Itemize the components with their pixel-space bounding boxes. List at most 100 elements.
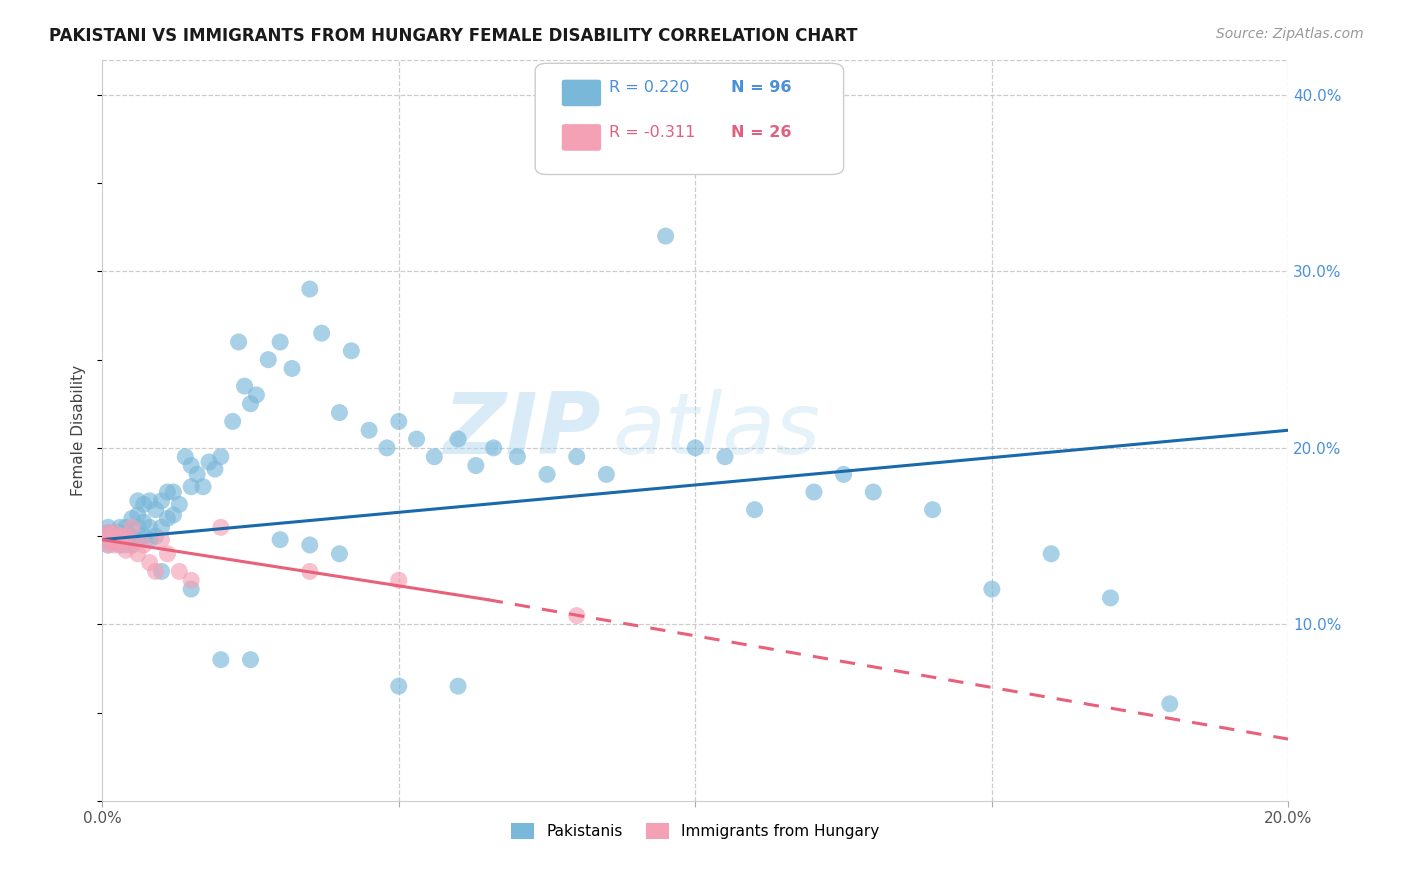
Point (180, 582, 202, 596)
Point (97, 529, 120, 543)
Point (803, 485, 825, 500)
Text: PAKISTANI VS IMMIGRANTS FROM HUNGARY FEMALE DISABILITY CORRELATION CHART: PAKISTANI VS IMMIGRANTS FROM HUNGARY FEM… (49, 27, 858, 45)
Point (97, 538, 120, 552)
Point (328, 547, 350, 561)
Point (209, 520, 232, 534)
Point (103, 538, 125, 552)
Point (228, 334, 250, 349)
Point (447, 679, 470, 693)
Point (127, 533, 149, 547)
Point (328, 406, 350, 420)
Point (447, 432, 470, 446)
Point (121, 520, 143, 534)
Text: N = 96: N = 96 (731, 80, 792, 95)
Y-axis label: Female Disability: Female Disability (72, 365, 86, 496)
Text: atlas: atlas (612, 389, 820, 472)
Point (565, 450, 588, 464)
FancyBboxPatch shape (536, 63, 844, 175)
Point (204, 462, 226, 476)
Point (744, 502, 766, 516)
Point (832, 467, 855, 482)
Point (97, 533, 120, 547)
Point (121, 529, 143, 543)
Point (150, 533, 173, 547)
Point (145, 565, 167, 579)
Point (150, 565, 173, 579)
Point (97, 533, 120, 547)
Point (108, 525, 131, 540)
Point (127, 493, 149, 508)
Text: R = 0.220: R = 0.220 (609, 80, 689, 95)
Point (685, 441, 707, 455)
Point (138, 493, 160, 508)
Point (388, 414, 411, 428)
Point (115, 543, 138, 558)
Point (97, 525, 120, 540)
Point (108, 533, 131, 547)
Point (1159, 697, 1181, 711)
Point (103, 529, 125, 543)
Point (145, 502, 167, 516)
Point (186, 467, 208, 482)
Point (145, 529, 167, 543)
Point (239, 653, 262, 667)
Point (714, 450, 737, 464)
Point (108, 533, 131, 547)
Point (359, 423, 381, 437)
Point (624, 132, 647, 146)
Point (388, 679, 411, 693)
Point (103, 533, 125, 547)
Point (311, 326, 333, 341)
Point (298, 538, 321, 552)
Point (132, 497, 155, 511)
Point (115, 529, 138, 543)
Point (115, 538, 138, 552)
Point (482, 441, 505, 455)
Point (97, 529, 120, 543)
Point (1099, 591, 1122, 605)
Point (595, 467, 617, 482)
Point (245, 388, 267, 402)
Point (862, 485, 884, 500)
Point (180, 458, 202, 473)
Point (375, 441, 398, 455)
Point (222, 414, 245, 428)
Text: N = 26: N = 26 (731, 125, 792, 140)
Point (108, 538, 131, 552)
Point (103, 533, 125, 547)
Point (198, 455, 221, 469)
Point (150, 493, 173, 508)
Point (423, 450, 446, 464)
Point (191, 480, 214, 494)
Point (298, 282, 321, 296)
Point (132, 529, 155, 543)
Point (150, 520, 173, 534)
Point (156, 485, 179, 500)
Point (565, 608, 588, 623)
Point (298, 565, 321, 579)
Point (103, 534, 125, 549)
Point (97, 538, 120, 552)
Point (115, 520, 138, 534)
Point (405, 432, 427, 446)
Point (162, 508, 184, 522)
Point (132, 538, 155, 552)
Point (115, 533, 138, 547)
Point (121, 538, 143, 552)
Point (340, 343, 363, 358)
Point (156, 511, 179, 525)
Point (1040, 547, 1063, 561)
Point (132, 515, 155, 529)
Point (281, 361, 304, 376)
Point (239, 397, 262, 411)
Point (115, 529, 138, 543)
Point (121, 533, 143, 547)
Point (108, 529, 131, 543)
Point (233, 379, 256, 393)
Text: Source: ZipAtlas.com: Source: ZipAtlas.com (1216, 27, 1364, 41)
Point (97, 520, 120, 534)
Point (138, 533, 160, 547)
Point (269, 533, 291, 547)
Legend: Pakistanis, Immigrants from Hungary: Pakistanis, Immigrants from Hungary (505, 817, 886, 845)
Point (388, 574, 411, 588)
